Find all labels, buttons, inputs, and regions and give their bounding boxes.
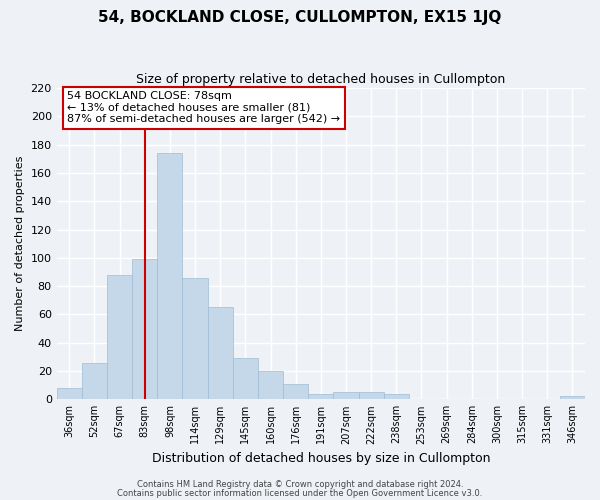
Bar xyxy=(208,308,233,400)
Bar xyxy=(359,392,384,400)
Bar xyxy=(308,394,334,400)
Y-axis label: Number of detached properties: Number of detached properties xyxy=(15,156,25,332)
Bar xyxy=(132,259,157,400)
Bar xyxy=(384,394,409,400)
Bar xyxy=(157,153,182,400)
Bar xyxy=(82,362,107,400)
Bar xyxy=(107,275,132,400)
Text: Contains HM Land Registry data © Crown copyright and database right 2024.: Contains HM Land Registry data © Crown c… xyxy=(137,480,463,489)
X-axis label: Distribution of detached houses by size in Cullompton: Distribution of detached houses by size … xyxy=(152,452,490,465)
Bar xyxy=(258,371,283,400)
Title: Size of property relative to detached houses in Cullompton: Size of property relative to detached ho… xyxy=(136,72,505,86)
Bar xyxy=(283,384,308,400)
Text: Contains public sector information licensed under the Open Government Licence v3: Contains public sector information licen… xyxy=(118,488,482,498)
Bar xyxy=(233,358,258,400)
Text: 54 BOCKLAND CLOSE: 78sqm
← 13% of detached houses are smaller (81)
87% of semi-d: 54 BOCKLAND CLOSE: 78sqm ← 13% of detach… xyxy=(67,91,340,124)
Bar xyxy=(182,278,208,400)
Text: 54, BOCKLAND CLOSE, CULLOMPTON, EX15 1JQ: 54, BOCKLAND CLOSE, CULLOMPTON, EX15 1JQ xyxy=(98,10,502,25)
Bar xyxy=(560,396,585,400)
Bar xyxy=(56,388,82,400)
Bar xyxy=(334,392,359,400)
